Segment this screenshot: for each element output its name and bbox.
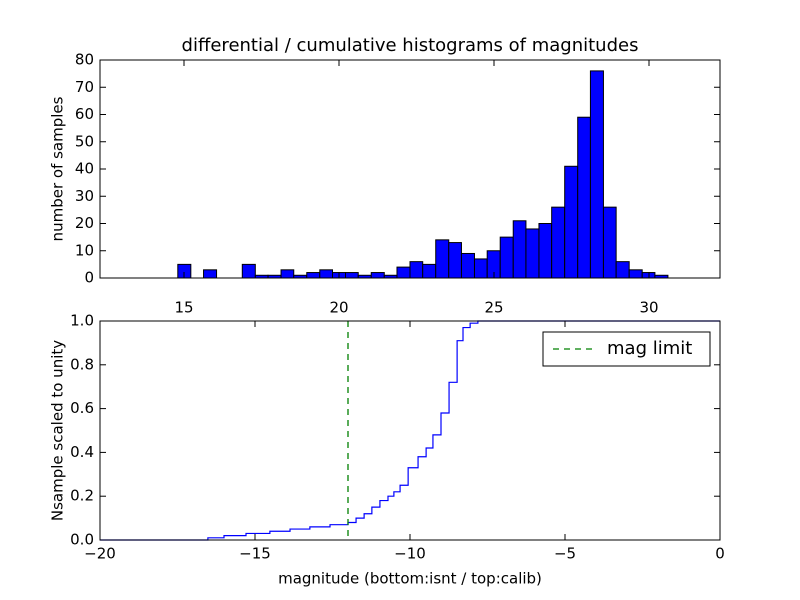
y-tick-label: 40 <box>75 160 94 178</box>
legend-box <box>542 331 711 367</box>
bar <box>525 228 540 279</box>
bar <box>448 242 462 279</box>
bar <box>280 269 295 279</box>
bar <box>602 206 617 279</box>
y-tick-label: 0.4 <box>70 443 94 461</box>
axes-frame <box>99 59 721 279</box>
y-tick-label: 0.0 <box>70 531 94 549</box>
x-tick-label: 30 <box>639 299 658 317</box>
y-tick-label: 0.8 <box>70 355 94 373</box>
bar <box>628 269 643 279</box>
y-tick-label: 30 <box>75 187 94 205</box>
chart-title: differential / cumulative histograms of … <box>182 35 639 56</box>
bar <box>551 206 566 279</box>
y-tick-label: 10 <box>75 241 94 259</box>
x-tick-label: −15 <box>239 545 271 563</box>
y-tick-label: 20 <box>75 214 94 232</box>
x-tick-label: −5 <box>554 545 576 563</box>
bar <box>460 252 475 279</box>
bar <box>512 220 527 279</box>
x-tick-label: −10 <box>394 545 426 563</box>
x-tick-label: 25 <box>484 299 503 317</box>
y-axis-label: number of samples <box>49 96 67 241</box>
bar <box>370 272 385 279</box>
bar <box>319 269 334 279</box>
y-tick-label: 70 <box>75 78 94 96</box>
x-tick-label: 0 <box>715 545 725 563</box>
bar <box>435 239 450 279</box>
bar <box>203 269 218 279</box>
y-tick-label: 50 <box>75 132 94 150</box>
x-tick-label: −20 <box>84 545 116 563</box>
y-tick-label: 0.6 <box>70 399 94 417</box>
y-tick-label: 0 <box>84 269 94 287</box>
bar <box>345 272 359 279</box>
y-tick-label: 0.2 <box>70 487 94 505</box>
bar <box>473 258 488 279</box>
x-tick-label: 20 <box>329 299 348 317</box>
x-axis-label: magnitude (bottom:isnt / top:calib) <box>278 570 542 588</box>
bar <box>499 236 514 279</box>
bar <box>241 263 256 279</box>
y-tick-label: 1.0 <box>70 312 94 330</box>
y-axis-label: Nsample scaled to unity <box>49 340 67 521</box>
y-tick-label: 80 <box>75 51 94 69</box>
bar <box>564 165 579 279</box>
bar <box>615 261 630 279</box>
bar <box>396 266 411 279</box>
bar <box>577 116 591 279</box>
bar <box>306 272 321 279</box>
legend-label: mag limit <box>607 338 692 359</box>
bar <box>538 223 553 279</box>
y-tick-label: 60 <box>75 105 94 123</box>
cumulative-line <box>100 320 720 541</box>
bar <box>422 263 437 279</box>
x-tick-label: 15 <box>174 299 193 317</box>
bar <box>589 70 604 279</box>
bar <box>409 261 424 279</box>
